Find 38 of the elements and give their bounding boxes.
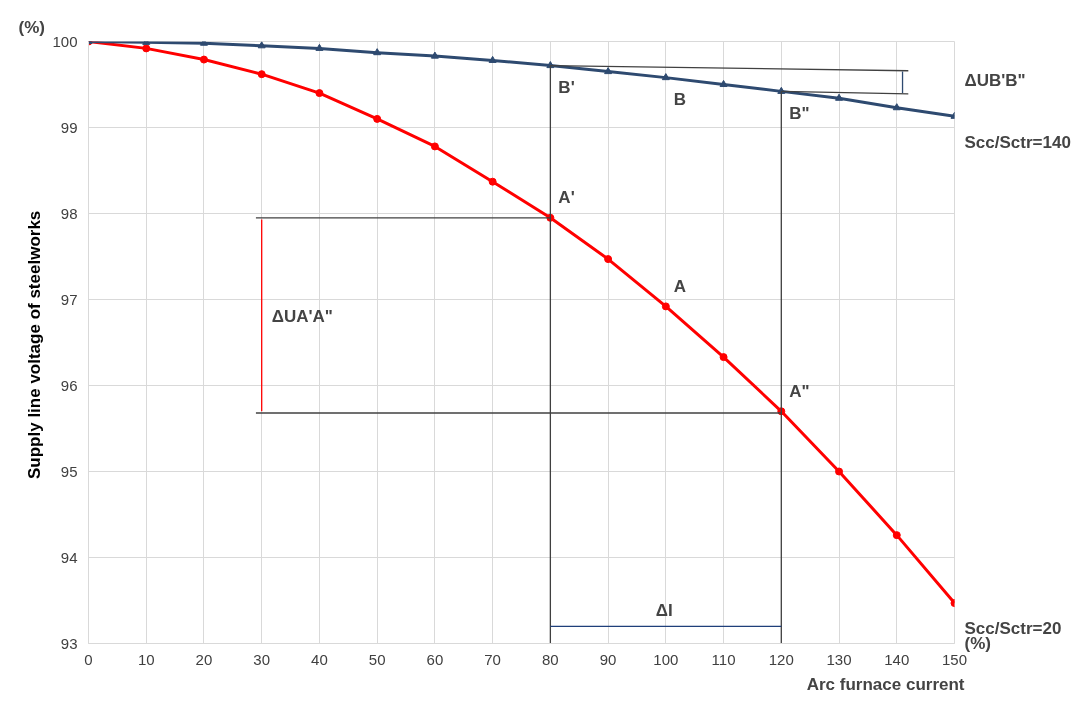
annotation: A <box>673 276 687 296</box>
x-tick-label: 60 <box>426 650 444 668</box>
y-tick-label: 93 <box>60 634 78 652</box>
x-tick-label: 70 <box>484 650 501 668</box>
annotation: B <box>673 90 687 110</box>
x-tick-label: 140 <box>884 650 910 668</box>
x-tick-label: 0 <box>84 650 93 668</box>
x-tick-label: 10 <box>137 650 155 668</box>
text: (%) <box>964 634 991 653</box>
annotation: A" <box>789 381 810 401</box>
y-tick-label: 96 <box>60 376 78 394</box>
text: ΔUB'B" <box>964 70 1026 90</box>
x-tick-label: 130 <box>826 650 852 668</box>
annotation: ΔUA'A" <box>271 307 333 327</box>
y-tick-label: 98 <box>60 204 78 222</box>
x-tick-label: 40 <box>311 650 328 668</box>
x-tick-label: 150 <box>941 650 968 668</box>
x-tick-label: 50 <box>368 650 386 668</box>
annotation: B' <box>558 78 575 98</box>
y-tick-label: 99 <box>60 118 78 136</box>
x-tick-label: 30 <box>253 650 271 668</box>
y-tick-label: 100 <box>52 32 78 50</box>
x-tick-label: 90 <box>599 650 617 668</box>
y-axis-title: Supply line voltage of steelworks <box>25 210 45 480</box>
series-label: Scc/Sctr=140 <box>964 132 1071 152</box>
x-tick-label: 110 <box>711 650 736 668</box>
x-tick-label: 100 <box>653 650 679 668</box>
y-tick-label: 97 <box>60 290 78 308</box>
annotation: ΔI <box>655 600 673 620</box>
text: (%) <box>18 17 45 37</box>
x-axis-title: Arc furnace current <box>806 674 965 694</box>
x-tick-label: 120 <box>768 650 794 668</box>
y-tick-label: 95 <box>60 462 78 480</box>
annotation: A' <box>558 188 575 208</box>
x-tick-label: 80 <box>542 650 559 668</box>
annotation: B" <box>789 103 810 123</box>
y-tick-label: 94 <box>60 548 78 566</box>
x-tick-label: 20 <box>195 650 213 668</box>
